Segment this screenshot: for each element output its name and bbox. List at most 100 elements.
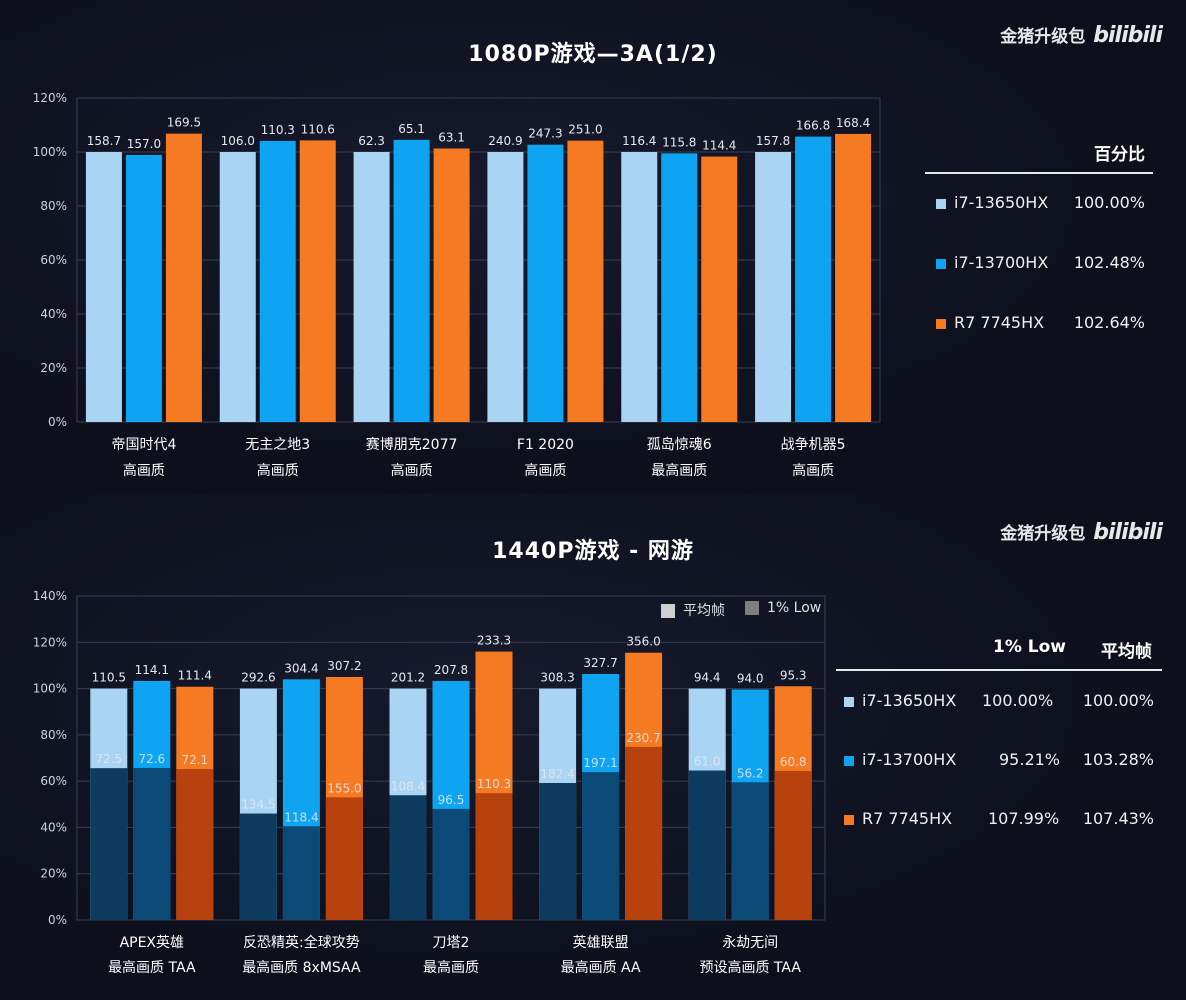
data-label: 240.9: [488, 134, 522, 148]
y-tick-label: 120%: [33, 91, 67, 105]
legend-avg-percent: 107.43%: [1082, 809, 1154, 828]
legend-row: i7-13700HX 102.48%: [936, 253, 1151, 273]
legend-swatch: [844, 755, 854, 766]
avg-data-label: 292.6: [241, 671, 275, 685]
legend-swatch: [936, 198, 946, 209]
data-label: 166.8: [796, 119, 830, 133]
x-tick-label: 赛博朋克2077: [366, 436, 458, 453]
low-data-label: 118.4: [284, 810, 318, 824]
x-tick-sublabel: 最高画质 TAA: [108, 959, 196, 976]
low-bar: [432, 808, 470, 920]
data-label: 115.8: [662, 135, 696, 149]
bar: [353, 152, 390, 422]
data-label: 65.1: [398, 122, 425, 136]
x-tick-sublabel: 最高画质: [651, 462, 707, 479]
legend-low-label: 1% Low: [767, 600, 822, 616]
legend-header-percent: 百分比: [1094, 145, 1145, 165]
bilibili-logo: bilibili: [1093, 520, 1163, 545]
x-tick-label: 战争机器5: [781, 437, 846, 453]
low-data-label: 60.8: [780, 755, 807, 769]
low-bar: [176, 769, 214, 920]
chart-title: 1080P游戏—3A(1/2): [468, 42, 718, 67]
x-tick-sublabel: 最高画质 AA: [561, 959, 641, 976]
low-bar: [582, 772, 620, 920]
data-label: 110.3: [261, 123, 295, 137]
low-data-label: 134.5: [241, 798, 275, 812]
data-label: 251.0: [568, 123, 602, 137]
low-bar: [625, 746, 663, 920]
avg-data-label: 207.8: [434, 663, 468, 677]
data-label: 63.1: [438, 130, 465, 144]
legend-row: i7-13650HX 100.00%: [936, 193, 1151, 213]
legend-swatch: [936, 318, 946, 329]
avg-data-label: 233.3: [477, 634, 511, 648]
data-label: 157.8: [756, 134, 790, 148]
legend-cpu-name: R7 7745HX: [862, 809, 953, 828]
avg-data-label: 201.2: [391, 671, 425, 685]
legend-swatch: [844, 814, 854, 825]
low-data-label: 61.0: [694, 754, 721, 768]
low-data-label: 230.7: [626, 731, 660, 745]
legend-rule: [836, 669, 1162, 671]
data-label: 169.5: [167, 116, 201, 130]
x-tick-sublabel: 高画质: [524, 462, 566, 479]
low-data-label: 96.5: [438, 793, 465, 807]
bar: [299, 140, 336, 422]
avg-data-label: 307.2: [327, 659, 361, 673]
data-label: 168.4: [836, 116, 870, 130]
x-tick-sublabel: 高画质: [792, 462, 834, 479]
x-tick-sublabel: 最高画质 8xMSAA: [242, 959, 361, 976]
bar: [621, 152, 658, 422]
data-label: 247.3: [528, 127, 562, 141]
x-tick-label: 帝国时代4: [111, 437, 176, 453]
low-data-label: 182.4: [540, 767, 574, 781]
legend-header-low: 1% Low: [993, 637, 1066, 657]
avg-data-label: 94.0: [737, 671, 764, 685]
low-bar: [774, 770, 812, 920]
brand-watermark: 金猪升级包 bilibili: [1000, 519, 1163, 545]
avg-data-label: 304.4: [284, 661, 318, 675]
low-bar: [731, 782, 769, 920]
data-label: 158.7: [87, 134, 121, 148]
x-tick-sublabel: 高画质: [257, 462, 299, 479]
bar: [433, 148, 470, 423]
low-data-label: 72.1: [181, 753, 208, 767]
legend-cpu-name: i7-13700HX: [954, 253, 1049, 272]
bar: [701, 156, 738, 422]
avg-data-label: 356.0: [626, 635, 660, 649]
y-tick-label: 140%: [33, 589, 67, 603]
y-tick-label: 60%: [40, 253, 67, 267]
low-bar: [475, 793, 513, 920]
low-data-label: 72.6: [138, 752, 165, 766]
low-data-label: 56.2: [737, 766, 764, 780]
legend-low-percent: 100.00%: [982, 691, 1054, 710]
x-tick-label: 永劫无间: [722, 935, 778, 951]
legend-avg-percent: 103.28%: [1082, 750, 1154, 769]
data-label: 116.4: [622, 134, 656, 148]
low-bar: [239, 813, 277, 920]
bar: [219, 152, 256, 422]
y-tick-label: 80%: [40, 728, 67, 742]
x-tick-sublabel: 最高画质: [423, 959, 479, 976]
low-data-label: 108.4: [391, 779, 425, 793]
legend-avg-label: 平均帧: [683, 603, 725, 619]
brand-watermark: 金猪升级包 bilibili: [1000, 22, 1163, 48]
y-tick-label: 40%: [40, 307, 67, 321]
low-data-label: 110.3: [477, 777, 511, 791]
bar: [567, 140, 604, 422]
legend-swatch: [844, 696, 854, 707]
avg-data-label: 110.5: [92, 671, 126, 685]
bar: [125, 154, 162, 422]
chart-panel-1440p: 1440P游戏 - 网游 金猪升级包 bilibili 0% 20% 40% 60% 80…: [0, 493, 1186, 1000]
legend-row: i7-13700HX 95.21% 103.28%: [844, 750, 1158, 770]
bar: [259, 140, 296, 422]
chart-panel-1080p: 1080P游戏—3A(1/2) 金猪升级包 bilibili 0% 20% 40% 60…: [0, 0, 1186, 493]
x-tick-sublabel: 高画质: [391, 462, 433, 479]
stacked-bar-chart-1440p: 0% 20% 40% 60% 80% 100% 120% 140% 110.5 72.5 114.1…: [33, 589, 826, 976]
legend-row: R7 7745HX 102.64%: [936, 313, 1151, 333]
x-tick-label: 英雄联盟: [573, 934, 629, 951]
data-label: 110.6: [301, 122, 335, 136]
y-tick-label: 60%: [40, 774, 67, 788]
legend-percent: 102.48%: [1073, 253, 1145, 272]
x-tick-label: 无主之地3: [245, 437, 310, 453]
